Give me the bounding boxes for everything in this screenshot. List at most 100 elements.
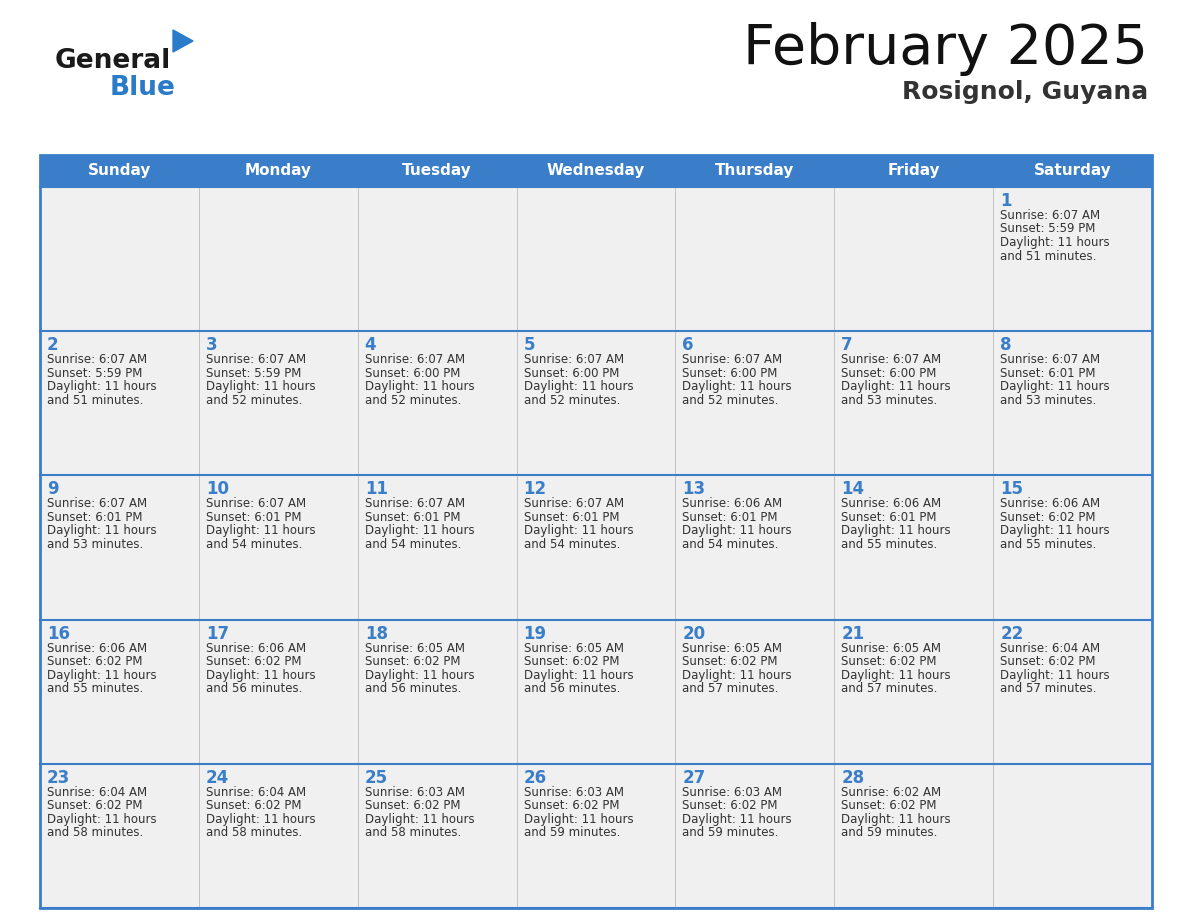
Text: and 51 minutes.: and 51 minutes. [48, 394, 144, 407]
Text: 23: 23 [48, 768, 70, 787]
Text: 21: 21 [841, 624, 865, 643]
Text: Daylight: 11 hours: Daylight: 11 hours [206, 668, 316, 681]
Text: Daylight: 11 hours: Daylight: 11 hours [682, 668, 792, 681]
Text: 11: 11 [365, 480, 387, 498]
Text: Sunday: Sunday [88, 163, 151, 178]
Text: Daylight: 11 hours: Daylight: 11 hours [682, 524, 792, 537]
Text: and 58 minutes.: and 58 minutes. [206, 826, 302, 839]
Text: Sunset: 6:02 PM: Sunset: 6:02 PM [524, 655, 619, 668]
Text: Daylight: 11 hours: Daylight: 11 hours [206, 380, 316, 393]
Text: 2: 2 [48, 336, 58, 354]
Text: Sunrise: 6:07 AM: Sunrise: 6:07 AM [365, 498, 465, 510]
Text: and 53 minutes.: and 53 minutes. [48, 538, 144, 551]
Text: Sunset: 6:02 PM: Sunset: 6:02 PM [48, 800, 143, 812]
Text: 12: 12 [524, 480, 546, 498]
Text: and 57 minutes.: and 57 minutes. [841, 682, 937, 695]
Text: Daylight: 11 hours: Daylight: 11 hours [1000, 668, 1110, 681]
Text: Sunrise: 6:05 AM: Sunrise: 6:05 AM [841, 642, 941, 655]
Text: Daylight: 11 hours: Daylight: 11 hours [682, 812, 792, 826]
Text: Sunset: 6:02 PM: Sunset: 6:02 PM [841, 800, 937, 812]
Text: 9: 9 [48, 480, 58, 498]
Text: Daylight: 11 hours: Daylight: 11 hours [48, 524, 157, 537]
Text: 19: 19 [524, 624, 546, 643]
Text: 1: 1 [1000, 192, 1012, 210]
Text: Sunrise: 6:07 AM: Sunrise: 6:07 AM [524, 353, 624, 366]
Bar [40, 620, 1152, 764]
Text: Daylight: 11 hours: Daylight: 11 hours [682, 380, 792, 393]
Text: 22: 22 [1000, 624, 1023, 643]
Text: Daylight: 11 hours: Daylight: 11 hours [1000, 524, 1110, 537]
Text: Sunset: 6:02 PM: Sunset: 6:02 PM [48, 655, 143, 668]
Text: Daylight: 11 hours: Daylight: 11 hours [206, 812, 316, 826]
Text: Daylight: 11 hours: Daylight: 11 hours [48, 812, 157, 826]
Text: Sunset: 6:02 PM: Sunset: 6:02 PM [365, 655, 460, 668]
Text: 27: 27 [682, 768, 706, 787]
Text: Sunset: 6:02 PM: Sunset: 6:02 PM [1000, 511, 1095, 524]
Text: Daylight: 11 hours: Daylight: 11 hours [48, 380, 157, 393]
Text: February 2025: February 2025 [742, 22, 1148, 76]
Text: Sunset: 6:02 PM: Sunset: 6:02 PM [841, 655, 937, 668]
Text: Sunset: 6:02 PM: Sunset: 6:02 PM [206, 800, 302, 812]
Text: Daylight: 11 hours: Daylight: 11 hours [841, 668, 950, 681]
Text: 28: 28 [841, 768, 865, 787]
Text: 18: 18 [365, 624, 387, 643]
Bar [40, 187, 1152, 331]
Text: and 58 minutes.: and 58 minutes. [365, 826, 461, 839]
Text: Daylight: 11 hours: Daylight: 11 hours [206, 524, 316, 537]
Text: Sunrise: 6:03 AM: Sunrise: 6:03 AM [682, 786, 783, 799]
Text: and 52 minutes.: and 52 minutes. [365, 394, 461, 407]
Text: Sunset: 6:00 PM: Sunset: 6:00 PM [841, 366, 936, 380]
Text: and 52 minutes.: and 52 minutes. [524, 394, 620, 407]
Text: Sunrise: 6:05 AM: Sunrise: 6:05 AM [682, 642, 783, 655]
Text: Sunrise: 6:06 AM: Sunrise: 6:06 AM [48, 642, 147, 655]
Text: Sunset: 6:02 PM: Sunset: 6:02 PM [365, 800, 460, 812]
Text: and 59 minutes.: and 59 minutes. [841, 826, 937, 839]
Text: and 55 minutes.: and 55 minutes. [1000, 538, 1097, 551]
Text: Sunrise: 6:06 AM: Sunrise: 6:06 AM [206, 642, 307, 655]
Text: Sunrise: 6:04 AM: Sunrise: 6:04 AM [206, 786, 307, 799]
Text: 8: 8 [1000, 336, 1012, 354]
Text: Sunset: 6:02 PM: Sunset: 6:02 PM [206, 655, 302, 668]
Text: 10: 10 [206, 480, 229, 498]
Text: Daylight: 11 hours: Daylight: 11 hours [365, 524, 474, 537]
Text: Sunrise: 6:07 AM: Sunrise: 6:07 AM [524, 498, 624, 510]
Text: Daylight: 11 hours: Daylight: 11 hours [1000, 236, 1110, 249]
Text: 20: 20 [682, 624, 706, 643]
Text: 25: 25 [365, 768, 387, 787]
Text: Sunset: 6:00 PM: Sunset: 6:00 PM [524, 366, 619, 380]
Text: General: General [55, 48, 171, 74]
Text: Tuesday: Tuesday [403, 163, 472, 178]
Text: Daylight: 11 hours: Daylight: 11 hours [365, 812, 474, 826]
Text: Sunset: 6:01 PM: Sunset: 6:01 PM [1000, 366, 1095, 380]
Text: Daylight: 11 hours: Daylight: 11 hours [1000, 380, 1110, 393]
Text: Sunset: 5:59 PM: Sunset: 5:59 PM [1000, 222, 1095, 236]
Text: Sunrise: 6:05 AM: Sunrise: 6:05 AM [524, 642, 624, 655]
Text: Sunrise: 6:07 AM: Sunrise: 6:07 AM [365, 353, 465, 366]
Text: 24: 24 [206, 768, 229, 787]
Text: and 58 minutes.: and 58 minutes. [48, 826, 144, 839]
Text: and 54 minutes.: and 54 minutes. [365, 538, 461, 551]
Text: and 57 minutes.: and 57 minutes. [682, 682, 779, 695]
Text: Daylight: 11 hours: Daylight: 11 hours [524, 812, 633, 826]
Text: 3: 3 [206, 336, 217, 354]
Text: and 56 minutes.: and 56 minutes. [365, 682, 461, 695]
Bar [40, 764, 1152, 908]
Text: Sunrise: 6:03 AM: Sunrise: 6:03 AM [365, 786, 465, 799]
Text: Sunrise: 6:07 AM: Sunrise: 6:07 AM [1000, 353, 1100, 366]
Text: and 55 minutes.: and 55 minutes. [841, 538, 937, 551]
Text: 4: 4 [365, 336, 377, 354]
Text: Sunset: 6:02 PM: Sunset: 6:02 PM [682, 655, 778, 668]
Text: 15: 15 [1000, 480, 1023, 498]
Text: Sunrise: 6:06 AM: Sunrise: 6:06 AM [682, 498, 783, 510]
Text: Sunrise: 6:07 AM: Sunrise: 6:07 AM [48, 353, 147, 366]
Text: Sunrise: 6:02 AM: Sunrise: 6:02 AM [841, 786, 941, 799]
Text: Sunset: 5:59 PM: Sunset: 5:59 PM [206, 366, 302, 380]
Text: Sunrise: 6:07 AM: Sunrise: 6:07 AM [206, 353, 307, 366]
Text: Sunset: 6:01 PM: Sunset: 6:01 PM [682, 511, 778, 524]
Text: Sunset: 6:01 PM: Sunset: 6:01 PM [841, 511, 937, 524]
Text: and 56 minutes.: and 56 minutes. [206, 682, 302, 695]
Text: Sunrise: 6:06 AM: Sunrise: 6:06 AM [841, 498, 941, 510]
Text: Friday: Friday [887, 163, 940, 178]
Text: and 54 minutes.: and 54 minutes. [682, 538, 779, 551]
Text: Blue: Blue [110, 75, 176, 101]
